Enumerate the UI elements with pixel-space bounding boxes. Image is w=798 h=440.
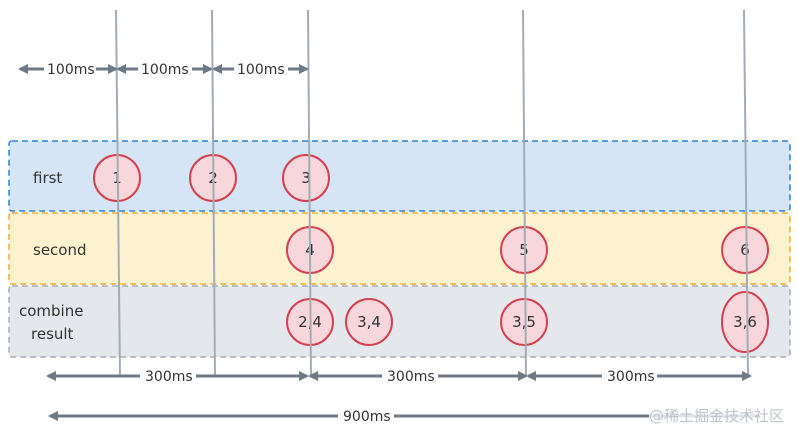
combine-marble-2-label: 3,4 — [357, 313, 381, 331]
first-marble-3-label: 3 — [301, 169, 311, 187]
first-marble-3 — [282, 154, 330, 202]
interval-label-900ms: 900ms — [343, 409, 391, 425]
second-marble-6-label: 6 — [740, 241, 750, 259]
interval-label-300ms-1: 300ms — [145, 369, 193, 385]
watermark: @稀土掘金技术社区 — [648, 405, 784, 426]
combine-marble-3-label: 3,5 — [512, 313, 536, 331]
lane-combine — [8, 285, 791, 358]
lane-label-combine-line1: combine — [19, 302, 83, 320]
combine-marble-3 — [500, 298, 548, 346]
second-marble-6 — [721, 226, 769, 274]
interval-label-300ms-3: 300ms — [607, 369, 655, 385]
combine-marble-4-label: 3,6 — [733, 313, 757, 331]
interval-label-100ms-1: 100ms — [47, 62, 95, 78]
combine-marble-4 — [721, 291, 769, 353]
time-line-4 — [522, 9, 527, 377]
lane-second — [8, 212, 791, 285]
interval-label-100ms-3: 100ms — [237, 62, 285, 78]
interval-label-100ms-2: 100ms — [141, 62, 189, 78]
combine-marble-2 — [345, 298, 393, 346]
lane-label-second: second — [33, 241, 87, 259]
lane-label-first: first — [33, 169, 62, 187]
lane-label-combine-line2: result — [31, 325, 74, 343]
time-line-5 — [743, 9, 749, 377]
interval-label-300ms-2: 300ms — [387, 369, 435, 385]
